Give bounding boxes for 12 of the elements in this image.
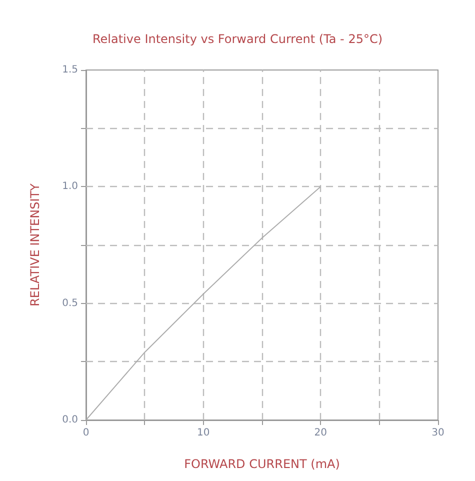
- y-tick-label: 1.0: [62, 181, 78, 192]
- y-tick-label: 0.5: [62, 298, 78, 309]
- x-tick-label: 20: [314, 428, 328, 438]
- x-axis-title: FORWARD CURRENT (mA): [184, 457, 340, 471]
- x-tick-label: 0: [82, 428, 90, 438]
- line-series: [86, 186, 322, 420]
- chart-title: Relative Intensity vs Forward Current (Ta - 25°C): [92, 32, 383, 46]
- y-tick-label: 0.0: [62, 414, 78, 426]
- y-tick-label: 1.5: [62, 64, 78, 76]
- y-axis-title: RELATIVE INTENSITY: [28, 182, 42, 306]
- x-tick-label: 30: [432, 428, 444, 438]
- x-tick-label: 10: [196, 428, 210, 438]
